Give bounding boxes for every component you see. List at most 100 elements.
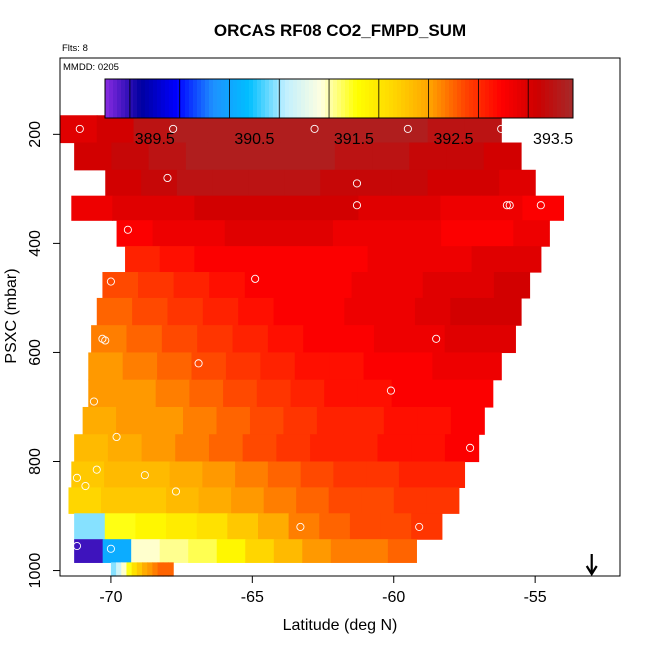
heatmap-cell xyxy=(425,379,460,408)
heatmap-cell xyxy=(132,297,169,326)
observation-point xyxy=(386,386,395,395)
heatmap-cell xyxy=(96,115,135,144)
heatmap-cell xyxy=(390,115,429,144)
heatmap-cell xyxy=(330,539,360,563)
colorbar-segment xyxy=(493,79,498,118)
heatmap-cell xyxy=(464,115,502,144)
heatmap-cell xyxy=(427,115,466,144)
heatmap-cell xyxy=(198,487,232,514)
heatmap-cell xyxy=(257,513,290,540)
heatmap-cell xyxy=(96,297,133,326)
heatmap-cell xyxy=(363,352,399,381)
heatmap-cell xyxy=(159,539,189,563)
heatmap-cell xyxy=(88,379,123,408)
heatmap-cell xyxy=(235,195,277,221)
colorbar-segment xyxy=(329,79,334,118)
colorbar-segment xyxy=(221,79,226,118)
observation-point xyxy=(536,201,545,210)
heatmap-cell xyxy=(402,246,438,273)
colorbar-segment xyxy=(213,79,218,118)
heatmap-cell xyxy=(141,169,178,197)
heatmap-cell xyxy=(245,539,275,563)
heatmap-cell xyxy=(432,352,468,381)
heatmap-cell xyxy=(334,142,373,171)
colorbar-segment xyxy=(337,79,342,118)
heatmap-cell xyxy=(105,169,142,197)
heatmap-cell xyxy=(208,434,244,463)
colorbar-segment xyxy=(341,79,346,118)
heatmap-cell xyxy=(358,195,400,221)
heatmap-cell xyxy=(417,406,452,435)
heatmap-cell xyxy=(471,246,507,273)
colorbar-segment xyxy=(125,79,130,118)
colorbar-segment xyxy=(473,79,478,118)
heatmap-cell xyxy=(88,352,124,381)
colorbar-segment xyxy=(569,79,574,118)
heatmap-cell xyxy=(387,539,417,563)
heatmap-cell xyxy=(377,434,412,463)
heatmap-cell xyxy=(167,297,204,326)
colorbar-segment xyxy=(269,79,274,118)
heatmap-cell xyxy=(303,325,340,354)
colorbar-segment xyxy=(113,79,118,118)
heatmap-cell xyxy=(317,115,355,144)
heatmap-cell xyxy=(441,220,478,247)
colorbar-segment xyxy=(353,79,358,118)
colorbar-segment xyxy=(501,79,506,118)
colorbar-segment xyxy=(425,79,430,118)
heatmap-cell xyxy=(296,487,330,514)
heatmap-cell xyxy=(121,562,128,577)
colorbar-segment xyxy=(109,79,114,118)
colorbar-segment xyxy=(121,79,126,118)
observation-point xyxy=(123,225,132,234)
heatmap-cell xyxy=(440,195,483,221)
colorbar-segment xyxy=(549,79,554,118)
colorbar-segment xyxy=(565,79,570,118)
x-tick-label: -60 xyxy=(382,589,405,606)
heatmap-cell xyxy=(138,272,175,299)
heatmap-cell xyxy=(131,562,138,577)
heatmap-cell xyxy=(157,562,164,577)
heatmap-cell xyxy=(74,513,106,540)
heatmap-cell xyxy=(332,220,370,247)
heatmap-cell xyxy=(300,461,334,488)
x-axis-label: Latitude (deg N) xyxy=(283,617,398,634)
north-arrow-icon xyxy=(585,554,598,577)
colorbar-segment xyxy=(517,79,522,118)
heatmap-cell xyxy=(459,379,494,408)
heatmap-cell xyxy=(71,195,113,221)
heatmap-cell xyxy=(155,379,190,408)
colorbar-segment xyxy=(245,79,250,118)
colorbar-segment xyxy=(289,79,294,118)
colorbar-segment xyxy=(145,79,150,118)
colorbar-segment xyxy=(369,79,374,118)
heatmap-cell xyxy=(380,513,412,540)
heatmap-cell xyxy=(446,142,485,171)
heatmap-cell xyxy=(60,115,98,144)
heatmap-cell xyxy=(110,562,117,577)
heatmap-cell xyxy=(188,539,218,563)
heatmap-cell xyxy=(302,539,332,563)
colorbar-segment xyxy=(149,79,154,118)
heatmap-cell xyxy=(101,487,135,514)
observation-point xyxy=(92,465,101,474)
heatmap-cell xyxy=(267,325,304,354)
colorbar-segment xyxy=(453,79,458,118)
heatmap-cell xyxy=(367,246,403,273)
heatmap-cell xyxy=(276,195,318,221)
heatmap-cell xyxy=(397,352,433,381)
colorbar-segment xyxy=(409,79,414,118)
colorbar-segment xyxy=(281,79,286,118)
plot-frame xyxy=(59,57,621,577)
colorbar-segment xyxy=(257,79,262,118)
heatmap-cell xyxy=(133,487,167,514)
colorbar-segment xyxy=(497,79,502,118)
colorbar-segment xyxy=(297,79,302,118)
colorbar-segment xyxy=(201,79,206,118)
heatmap-cell xyxy=(176,169,214,197)
heatmap-cell xyxy=(513,220,550,247)
observation-point xyxy=(251,274,260,283)
heatmap-cell xyxy=(249,406,285,435)
heatmap-cell xyxy=(166,513,198,540)
heatmap-cell xyxy=(411,513,443,540)
